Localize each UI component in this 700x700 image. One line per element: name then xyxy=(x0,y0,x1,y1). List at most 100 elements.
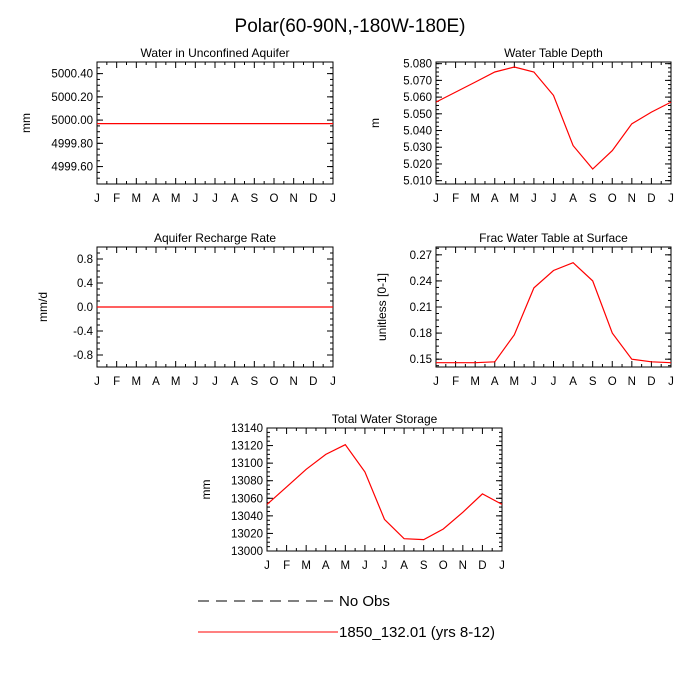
y-tick-label: 0.8 xyxy=(77,254,93,266)
panel-title: Water in Unconfined Aquifer xyxy=(141,46,290,60)
x-tick-label: D xyxy=(647,376,655,388)
panel-title: Total Water Storage xyxy=(332,412,438,426)
x-tick-label: M xyxy=(510,376,520,388)
y-tick-label: 0.21 xyxy=(410,302,432,314)
x-tick-label: S xyxy=(250,376,258,388)
x-tick-label: F xyxy=(283,560,290,572)
x-tick-label: J xyxy=(212,376,218,388)
x-tick-label: S xyxy=(420,560,428,572)
x-tick-label: N xyxy=(459,560,467,572)
x-tick-label: J xyxy=(94,376,100,388)
x-tick-label: F xyxy=(113,376,120,388)
y-tick-label: -0.4 xyxy=(73,326,93,338)
y-tick-label: 13040 xyxy=(231,511,263,523)
y-tick-label: 5000.20 xyxy=(51,92,93,104)
x-tick-label: J xyxy=(433,193,439,205)
x-tick-label: A xyxy=(152,376,160,388)
x-tick-label: S xyxy=(589,193,597,205)
x-tick-label: J xyxy=(531,376,537,388)
x-tick-label: A xyxy=(322,560,330,572)
y-tick-label: 0.4 xyxy=(77,278,94,290)
panel-title: Aquifer Recharge Rate xyxy=(154,231,276,245)
y-axis-label: mm xyxy=(19,113,33,133)
x-tick-label: A xyxy=(152,193,160,205)
y-tick-label: -0.8 xyxy=(73,350,93,362)
x-tick-label: J xyxy=(668,193,674,205)
y-tick-label: 13120 xyxy=(231,441,263,453)
y-axis-label: unitless [0-1] xyxy=(375,273,389,341)
y-tick-label: 5.080 xyxy=(403,59,432,71)
x-tick-label: M xyxy=(510,193,520,205)
x-tick-label: J xyxy=(668,376,674,388)
series-line xyxy=(435,66,672,170)
x-tick-label: M xyxy=(171,376,181,388)
x-tick-label: F xyxy=(452,193,459,205)
x-tick-label: D xyxy=(309,193,317,205)
x-tick-label: J xyxy=(499,560,505,572)
x-tick-label: O xyxy=(270,193,279,205)
x-tick-label: A xyxy=(400,560,408,572)
x-tick-label: S xyxy=(589,376,597,388)
y-tick-label: 0.15 xyxy=(410,354,432,366)
x-tick-label: D xyxy=(309,376,317,388)
y-tick-label: 5.020 xyxy=(403,159,432,171)
y-tick-label: 5.010 xyxy=(403,176,432,188)
x-tick-label: J xyxy=(531,193,537,205)
x-tick-label: M xyxy=(171,193,181,205)
x-tick-label: M xyxy=(470,193,480,205)
y-tick-label: 0.18 xyxy=(410,328,432,340)
x-tick-label: J xyxy=(212,193,218,205)
figure-title: Polar(60-90N,-180W-180E) xyxy=(235,16,466,37)
y-tick-label: 4999.60 xyxy=(51,162,93,174)
y-tick-label: 13080 xyxy=(231,476,263,488)
x-tick-label: J xyxy=(192,193,198,205)
y-axis-label: m xyxy=(368,118,382,128)
x-tick-label: D xyxy=(647,193,655,205)
plot-frame xyxy=(266,427,503,552)
x-tick-label: N xyxy=(628,376,636,388)
x-tick-label: N xyxy=(290,376,298,388)
x-tick-label: J xyxy=(192,376,198,388)
y-tick-label: 5000.00 xyxy=(51,115,93,127)
x-tick-label: A xyxy=(569,376,577,388)
y-axis-label: mm/d xyxy=(36,292,50,322)
y-tick-label: 5000.40 xyxy=(51,69,93,81)
x-tick-label: A xyxy=(491,193,499,205)
x-tick-label: J xyxy=(330,193,336,205)
y-tick-label: 4999.80 xyxy=(51,138,93,150)
x-tick-label: M xyxy=(341,560,351,572)
plot-frame xyxy=(435,61,672,185)
x-tick-label: J xyxy=(94,193,100,205)
x-tick-label: F xyxy=(113,193,120,205)
panel-title: Water Table Depth xyxy=(504,46,603,60)
x-tick-label: M xyxy=(132,193,142,205)
legend-label-model: 1850_132.01 (yrs 8-12) xyxy=(339,624,495,641)
x-tick-label: J xyxy=(330,376,336,388)
x-tick-label: J xyxy=(264,560,270,572)
y-tick-label: 13100 xyxy=(231,458,263,470)
x-tick-label: M xyxy=(470,376,480,388)
x-tick-label: J xyxy=(551,376,557,388)
legend-label-no-obs: No Obs xyxy=(339,593,390,610)
y-tick-label: 5.030 xyxy=(403,142,432,154)
x-tick-label: O xyxy=(439,560,448,572)
y-tick-label: 5.040 xyxy=(403,126,432,138)
x-tick-label: A xyxy=(231,193,239,205)
y-tick-label: 0.0 xyxy=(77,302,93,314)
y-tick-label: 5.070 xyxy=(403,75,432,87)
y-tick-label: 5.060 xyxy=(403,92,432,104)
x-tick-label: M xyxy=(132,376,142,388)
x-tick-label: J xyxy=(382,560,388,572)
y-tick-label: 0.24 xyxy=(410,276,433,288)
x-tick-label: O xyxy=(608,376,617,388)
x-tick-label: N xyxy=(290,193,298,205)
x-tick-label: D xyxy=(478,560,486,572)
y-tick-label: 13060 xyxy=(231,493,263,505)
panel-frac-water-table-surface: Frac Water Table at Surface unitless [0-1… xyxy=(375,231,674,388)
x-tick-label: M xyxy=(301,560,311,572)
x-tick-label: N xyxy=(628,193,636,205)
